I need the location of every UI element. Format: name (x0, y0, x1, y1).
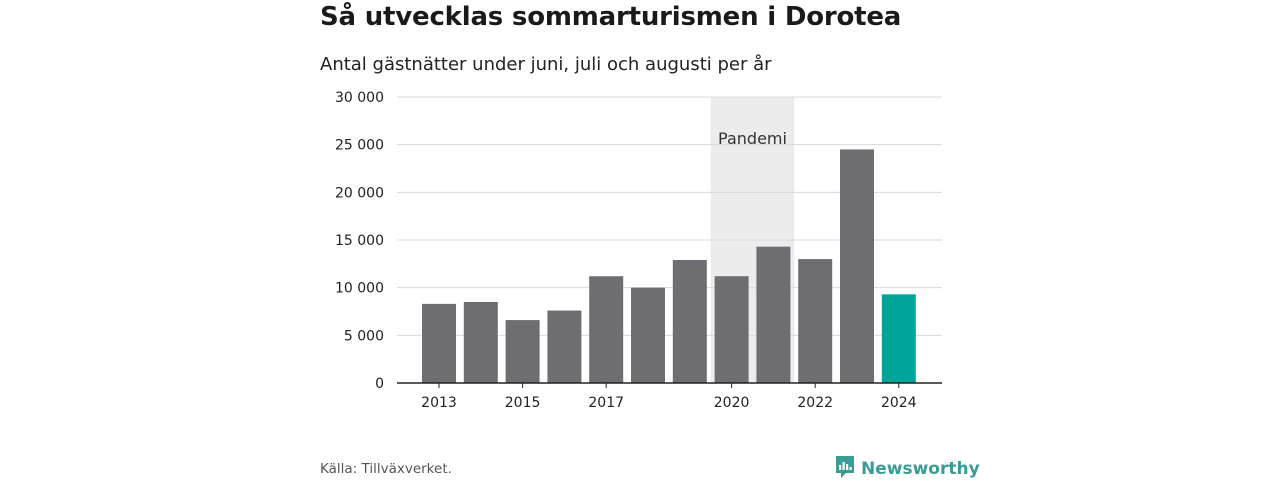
bar-2015 (505, 320, 540, 383)
x-tick-label: 2017 (588, 395, 624, 411)
y-tick-label: 10 000 (335, 281, 384, 297)
source-note: Källa: Tillväxverket. (320, 461, 452, 477)
bar-2017 (589, 276, 624, 383)
chart-title: Så utvecklas sommarturismen i Dorotea (320, 2, 902, 32)
x-tick-label: 2020 (714, 395, 750, 411)
brand-name: Newsworthy (861, 459, 980, 479)
bar-2024 (881, 294, 916, 383)
x-tick-label: 2024 (881, 395, 917, 411)
y-tick-label: 20 000 (335, 185, 384, 201)
pandemic-band-label: Pandemi (718, 129, 787, 148)
newsworthy-logo-icon (835, 455, 855, 483)
bar-2014 (463, 301, 498, 383)
y-tick-label: 25 000 (335, 138, 384, 154)
bar-2018 (631, 287, 665, 383)
bar-2023 (840, 149, 874, 383)
x-tick-label: 2013 (421, 395, 457, 411)
x-tick-label: 2015 (505, 395, 541, 411)
y-tick-label: 15 000 (335, 233, 384, 249)
bar-2019 (672, 260, 707, 383)
x-tick-label: 2022 (797, 395, 833, 411)
bar-2021 (756, 246, 791, 383)
brand[interactable]: Newsworthy (835, 455, 980, 483)
bar-2016 (547, 310, 582, 383)
chart-subtitle: Antal gästnätter under juni, juli och au… (320, 54, 772, 75)
y-tick-label: 0 (375, 376, 384, 392)
bars (422, 149, 916, 383)
bar-2020 (714, 276, 749, 383)
axes (397, 382, 942, 388)
y-tick-label: 5 000 (344, 328, 384, 344)
bar-2022 (798, 259, 833, 383)
y-tick-label: 30 000 (335, 90, 384, 106)
tick-labels: 0 5 000 10 000 15 000 20 000 25 000 30 000 2013… (335, 90, 917, 411)
bar-2013 (422, 303, 456, 383)
